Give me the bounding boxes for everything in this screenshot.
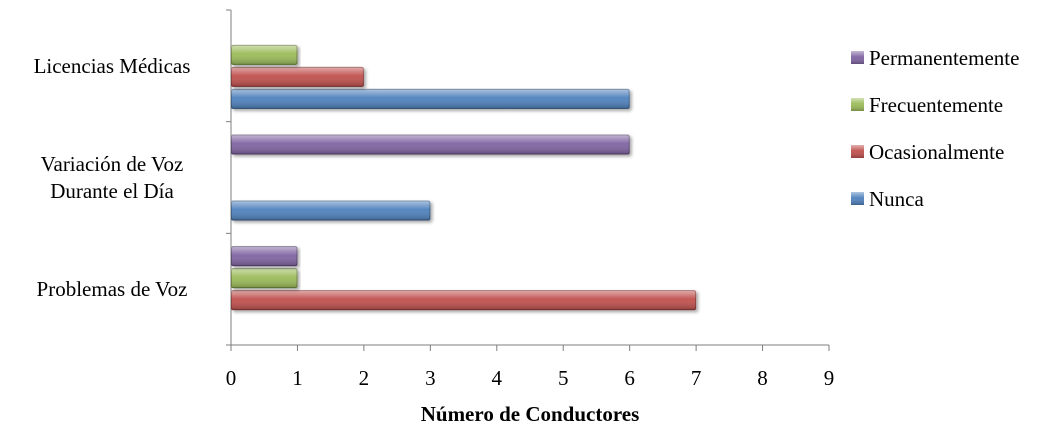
bar-frecuentemente — [231, 44, 298, 65]
x-tick-label: 2 — [359, 366, 370, 390]
legend-label: Ocasionalmente — [869, 140, 1004, 164]
legend-label: Frecuentemente — [869, 93, 1003, 117]
y-category-label: Problemas de Voz — [37, 277, 188, 301]
legend-item-frecuentemente: Frecuentemente — [851, 93, 1003, 117]
bar-permanentemente — [231, 134, 630, 155]
bar-permanentemente — [231, 246, 298, 267]
bar-ocasionalmente — [231, 290, 697, 311]
bar-frecuentemente — [231, 268, 298, 289]
x-tick-label: 6 — [624, 366, 635, 390]
x-tick-label: 9 — [824, 366, 835, 390]
legend-label: Nunca — [869, 187, 924, 211]
x-tick-label: 8 — [757, 366, 768, 390]
plot-area: 0 1 2 3 4 5 6 7 8 9 Problemas de Voz Variación de V… — [34, 9, 835, 390]
bar-nunca — [231, 200, 431, 221]
x-tick-label: 7 — [691, 366, 702, 390]
x-tick-label: 4 — [492, 366, 503, 390]
legend-label: Permanentemente — [869, 46, 1019, 70]
legend: Permanentemente Frecuentemente Ocasionalme… — [851, 46, 1019, 211]
legend-item-ocasionalmente: Ocasionalmente — [851, 140, 1004, 164]
legend-item-nunca: Nunca — [851, 187, 924, 211]
x-tick-label: 5 — [558, 366, 569, 390]
x-tick-label: 1 — [292, 366, 303, 390]
y-category-label: Licencias Médicas — [34, 54, 191, 78]
x-tick-label: 3 — [425, 366, 436, 390]
legend-item-permanentemente: Permanentemente — [851, 46, 1019, 70]
bar-ocasionalmente — [231, 66, 364, 87]
x-axis-title: Número de Conductores — [421, 402, 640, 426]
x-tick-label: 0 — [226, 366, 237, 390]
bar-nunca — [231, 88, 630, 109]
y-category-label: Variación de Voz Durante el Día — [41, 152, 184, 203]
